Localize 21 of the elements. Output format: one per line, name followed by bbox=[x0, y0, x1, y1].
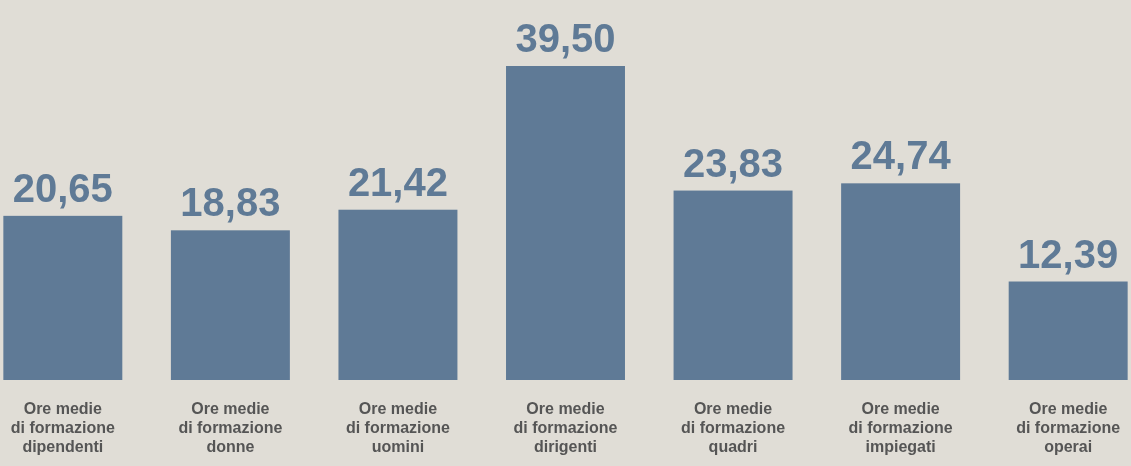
bar bbox=[170, 230, 290, 380]
x-tick-label: Ore medie di formazione donne bbox=[178, 400, 283, 455]
data-label: 21,42 bbox=[347, 159, 448, 204]
x-tick-label: Ore medie di formazione operai bbox=[1016, 400, 1121, 455]
data-label: 23,83 bbox=[683, 140, 784, 185]
data-label: 18,83 bbox=[180, 180, 281, 225]
bar bbox=[841, 183, 961, 380]
bar bbox=[3, 215, 123, 380]
x-tick-label: Ore medie di formazione quadri bbox=[681, 400, 786, 455]
x-tick-label: Ore medie di formazione dipendenti bbox=[10, 400, 115, 455]
bar bbox=[673, 190, 793, 380]
x-tick-label: Ore medie di formazione impiegati bbox=[848, 400, 953, 455]
bar bbox=[1008, 281, 1128, 380]
data-label: 24,74 bbox=[850, 133, 952, 178]
bar bbox=[506, 66, 625, 380]
x-tick-label: Ore medie di formazione dirigenti bbox=[513, 400, 618, 455]
bar bbox=[338, 209, 458, 380]
data-label: 20,65 bbox=[12, 165, 113, 210]
data-label: 12,39 bbox=[1018, 231, 1119, 276]
data-label: 39,50 bbox=[515, 16, 616, 60]
x-tick-label: Ore medie di formazione uomini bbox=[345, 400, 451, 455]
